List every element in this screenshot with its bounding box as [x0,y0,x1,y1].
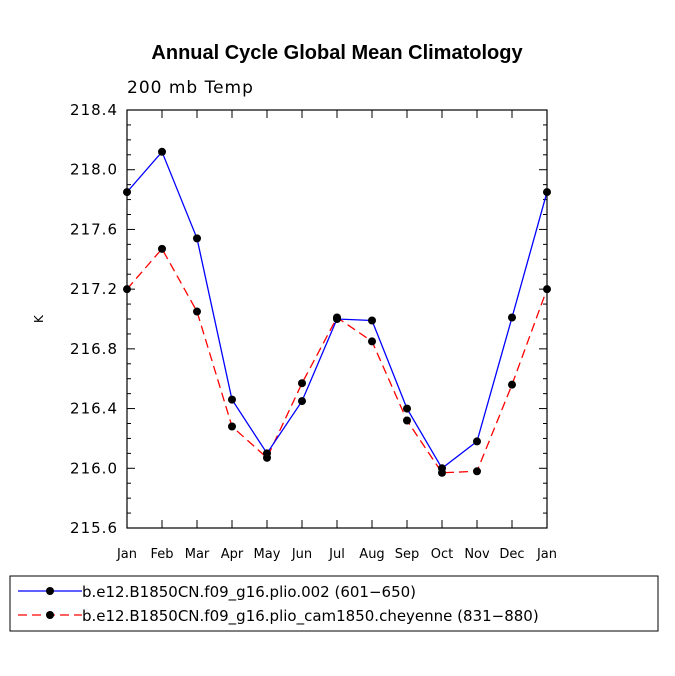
x-tick-label: May [254,547,281,562]
x-tick-label: Jun [291,547,312,562]
data-point [368,316,376,325]
y-tick-label: 217.6 [70,220,118,238]
legend-box [9,575,659,632]
chart-title: Annual Cycle Global Mean Climatology [151,42,523,64]
x-tick-label: Aug [359,547,384,562]
data-point [193,234,201,243]
y-tick-label: 218.0 [70,161,118,179]
data-point [403,416,411,425]
data-point [473,437,481,446]
data-point [123,188,131,197]
data-point [473,467,481,476]
data-point [228,422,236,431]
legend-label: b.e12.B1850CN.f09_g16.plio.002 (601−650) [82,583,416,602]
data-point [298,397,306,406]
series-line [126,150,548,470]
y-tick-label: 216.4 [70,400,118,418]
y-tick-label: 216.0 [70,459,118,477]
data-point [403,404,411,413]
data-point [158,244,166,253]
legend-label: b.e12.B1850CN.f09_g16.plio_cam1850.cheye… [82,607,539,626]
data-point [158,147,166,156]
x-tick-label: Nov [464,547,490,562]
legend-marker [46,587,54,595]
series-line [126,247,548,474]
legend: b.e12.B1850CN.f09_g16.plio.002 (601−650)… [18,583,539,626]
data-point [333,315,341,323]
data-point [368,337,376,346]
x-tick-label: Dec [499,547,524,562]
x-tick-label: Oct [431,547,453,562]
data-point [263,449,271,458]
data-point [508,380,516,389]
series-solid [123,147,551,473]
data-point [508,313,516,322]
legend-marker [46,611,54,619]
y-tick-label: 215.6 [70,519,118,537]
x-tick-label: Jan [536,547,557,562]
data-point [123,285,131,294]
series-layer [123,147,551,477]
x-tick-labels: Jan Feb Mar Apr May Jun Jul Aug Sep Oct Nov Dec Jan [116,547,557,562]
y-axis-label: K [32,314,46,323]
y-tick-label: 218.4 [70,101,118,119]
x-tick-label: Sep [395,547,420,562]
y-tick-label: 217.2 [70,280,118,298]
data-point [543,285,551,294]
data-point [228,395,236,404]
chart-subtitle: 200 mb Temp [127,78,254,98]
data-point [193,307,201,316]
x-tick-label: Jul [328,547,345,562]
y-tick-label: 216.8 [70,340,118,358]
axis-ticks [126,109,548,529]
x-tick-label: Feb [150,547,173,562]
y-tick-labels: 215.6 216.0 216.4 216.8 217.2 217.6 218.0 218.4 [70,101,118,537]
x-tick-label: Mar [185,547,210,562]
series-dashed [123,244,551,477]
data-point [438,464,446,473]
data-point [298,379,306,388]
x-tick-label: Apr [221,547,244,562]
data-point [543,188,551,197]
x-tick-label: Jan [116,547,137,562]
